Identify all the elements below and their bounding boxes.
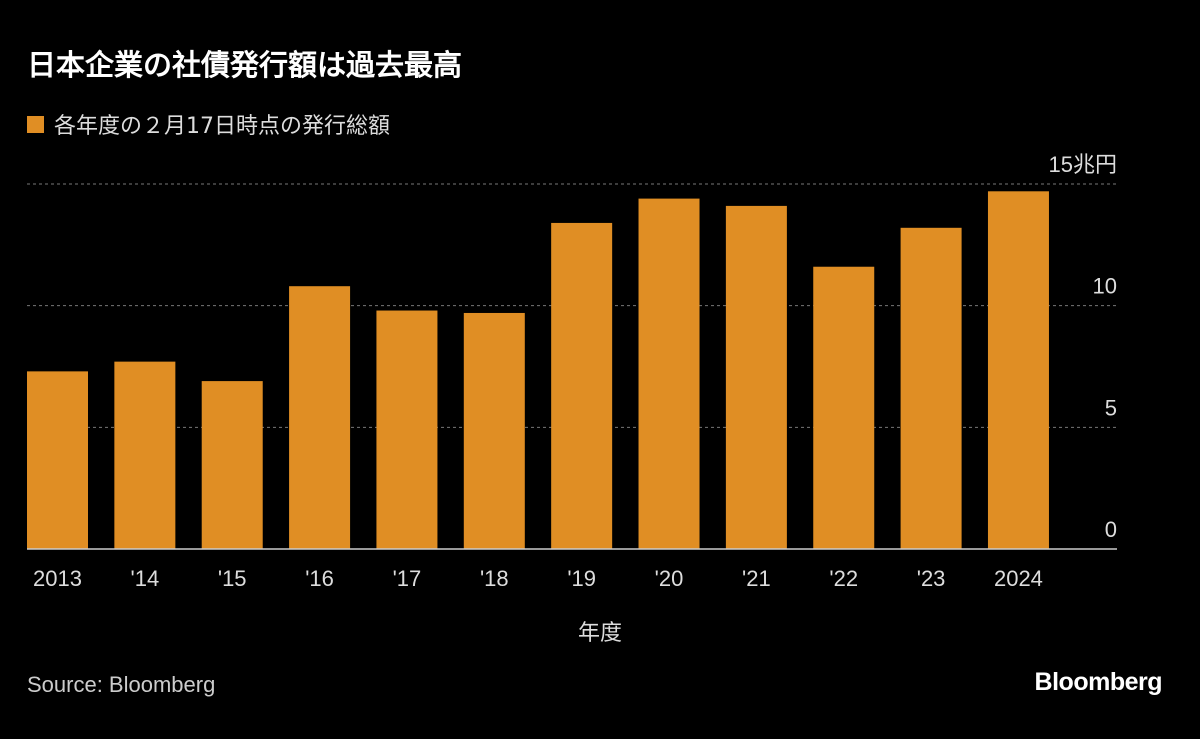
x-tick-label: '15	[218, 566, 247, 591]
legend-label: 各年度の２月17日時点の発行総額	[54, 114, 390, 139]
y-tick-label: 15兆円	[1049, 152, 1117, 177]
bar	[725, 205, 787, 549]
y-tick-label: 10	[1093, 274, 1117, 299]
x-tick-label: '14	[131, 566, 160, 591]
bar	[813, 266, 875, 549]
bar	[900, 227, 962, 550]
bar	[289, 286, 351, 549]
x-tick-label: '16	[305, 566, 334, 591]
x-axis-title: 年度	[578, 620, 622, 645]
bar	[201, 381, 263, 549]
y-tick-label: 5	[1105, 395, 1117, 420]
bar	[376, 310, 438, 549]
x-tick-label: '23	[917, 566, 946, 591]
x-tick-label: '21	[742, 566, 771, 591]
x-tick-label: '20	[655, 566, 684, 591]
bar	[987, 191, 1049, 550]
legend-swatch	[27, 115, 44, 133]
bloomberg-logo: Bloomberg	[1034, 668, 1163, 696]
source-note: Source: Bloomberg	[27, 672, 216, 697]
x-tick-label: '22	[829, 566, 858, 591]
chart-title: 日本企業の社債発行額は過去最高	[27, 48, 463, 82]
bar	[27, 371, 88, 549]
bar	[463, 312, 525, 549]
x-tick-label: '18	[480, 566, 509, 591]
x-tick-label: '19	[567, 566, 596, 591]
bar	[551, 222, 613, 549]
legend: 各年度の２月17日時点の発行総額	[27, 108, 390, 140]
bar	[114, 361, 176, 549]
bar	[638, 198, 700, 549]
x-tick-label: 2024	[994, 566, 1043, 591]
x-tick-label: 2013	[33, 566, 82, 591]
x-tick-label: '17	[393, 566, 422, 591]
y-tick-label: 0	[1105, 517, 1117, 542]
